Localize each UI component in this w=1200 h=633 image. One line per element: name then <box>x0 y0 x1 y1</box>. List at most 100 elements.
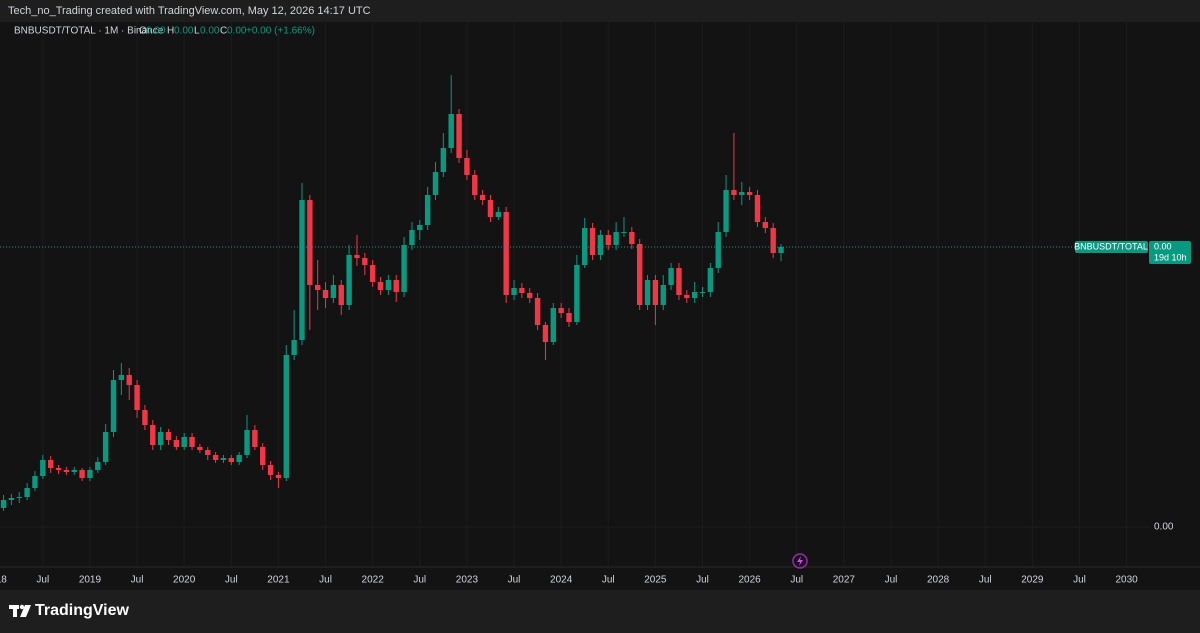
candle-body <box>778 247 784 253</box>
symbol-tag: BNBUSDT/TOTAL <box>1074 241 1148 251</box>
price-label-box <box>1149 241 1191 264</box>
candle-body <box>527 293 533 298</box>
candle-body <box>212 455 219 460</box>
candle-body <box>322 290 329 298</box>
candle-body <box>275 475 282 478</box>
candle-body <box>189 437 195 447</box>
candle-body <box>87 470 93 478</box>
candle-body <box>299 200 305 340</box>
y-tick-label: 0.00 <box>1154 522 1174 533</box>
x-tick-label: 2022 <box>362 575 385 586</box>
current-price-label: 0.00 <box>1154 241 1172 251</box>
candle-body <box>79 470 85 478</box>
x-tick-label: Jul <box>1073 575 1086 586</box>
candle-body <box>691 292 698 298</box>
candle-body <box>629 232 635 244</box>
candle-body <box>314 285 321 290</box>
candle-body <box>479 195 486 200</box>
candle-body <box>126 375 132 385</box>
candle-body <box>291 340 297 355</box>
candle-body <box>746 192 753 195</box>
lightning-icon <box>792 553 808 569</box>
candle-body <box>613 232 619 245</box>
candle-body <box>102 432 109 462</box>
countdown: 19d 10h <box>1154 252 1187 262</box>
candle-body <box>63 470 70 472</box>
legend: BNBUSDT/TOTAL · 1M · Binance O 0.00 H 0.… <box>14 26 315 37</box>
candle-body <box>589 228 596 255</box>
legend-key: O <box>139 26 147 37</box>
logo-part <box>20 605 31 617</box>
candle-body <box>338 285 344 305</box>
x-tick-label: Jul <box>979 575 992 586</box>
candle-body <box>377 282 384 290</box>
candle-body <box>644 280 651 305</box>
candle-body <box>40 460 46 476</box>
candle-body <box>519 288 525 293</box>
x-tick-label: 2024 <box>550 575 573 586</box>
x-tick-label: 2021 <box>267 575 290 586</box>
candle-body <box>707 268 714 292</box>
candle-body <box>267 465 274 475</box>
candle-body <box>495 212 502 217</box>
candle-body <box>157 432 164 445</box>
candle-body <box>354 255 360 258</box>
candle-body <box>676 268 682 295</box>
symbol-tag-box <box>1075 241 1148 253</box>
candle-body <box>362 258 368 265</box>
candle-body <box>574 265 580 322</box>
x-tick-label: 2020 <box>173 575 196 586</box>
candle-body <box>283 355 289 478</box>
x-tick-label: Jul <box>508 575 521 586</box>
x-tick-label: Jul <box>36 575 49 586</box>
candle-body <box>566 313 572 322</box>
x-tick-label: Jul <box>413 575 426 586</box>
logo-part <box>13 605 17 617</box>
candle-body <box>220 458 227 460</box>
candle-body <box>464 158 470 175</box>
candle-body <box>754 195 761 222</box>
logo-part <box>19 604 25 610</box>
x-tick-label: Jul <box>790 575 803 586</box>
candle-body <box>723 190 729 232</box>
candle-body <box>558 308 564 313</box>
legend-value: 0.00 <box>200 26 220 37</box>
candle-body <box>369 265 376 282</box>
candle-body <box>472 175 478 195</box>
top-bar <box>0 0 1200 22</box>
candle-body <box>511 288 517 295</box>
candle-body <box>165 432 172 440</box>
x-tick-label: Jul <box>225 575 238 586</box>
candle-body <box>660 285 666 305</box>
candle-body <box>668 268 674 285</box>
candle-body <box>228 458 235 462</box>
candle-body <box>731 190 737 195</box>
x-tick-label: Jul <box>602 575 615 586</box>
icon-bolt <box>797 556 803 566</box>
candle-body <box>393 280 399 292</box>
candle-body <box>197 447 203 450</box>
x-tick-label: 2027 <box>833 575 856 586</box>
candle-body <box>401 245 407 292</box>
candle-body <box>684 295 690 298</box>
candle-body <box>652 280 659 305</box>
candle-body <box>385 280 392 290</box>
candle-body <box>440 148 447 172</box>
candle-body <box>636 244 643 305</box>
candle-body <box>173 440 180 447</box>
candle-body <box>181 437 187 447</box>
candle-body <box>118 375 125 380</box>
x-tick-label: Jul <box>885 575 898 586</box>
candle-body <box>16 497 22 498</box>
candle-body <box>260 447 266 465</box>
grid <box>0 22 1150 567</box>
candle-body <box>503 212 509 295</box>
x-tick-label: 2030 <box>1115 575 1138 586</box>
candle-body <box>456 114 462 158</box>
x-tick-label: Jul <box>696 575 709 586</box>
candle-body <box>582 228 588 265</box>
candle-body <box>32 476 38 488</box>
candle-body <box>55 468 62 470</box>
